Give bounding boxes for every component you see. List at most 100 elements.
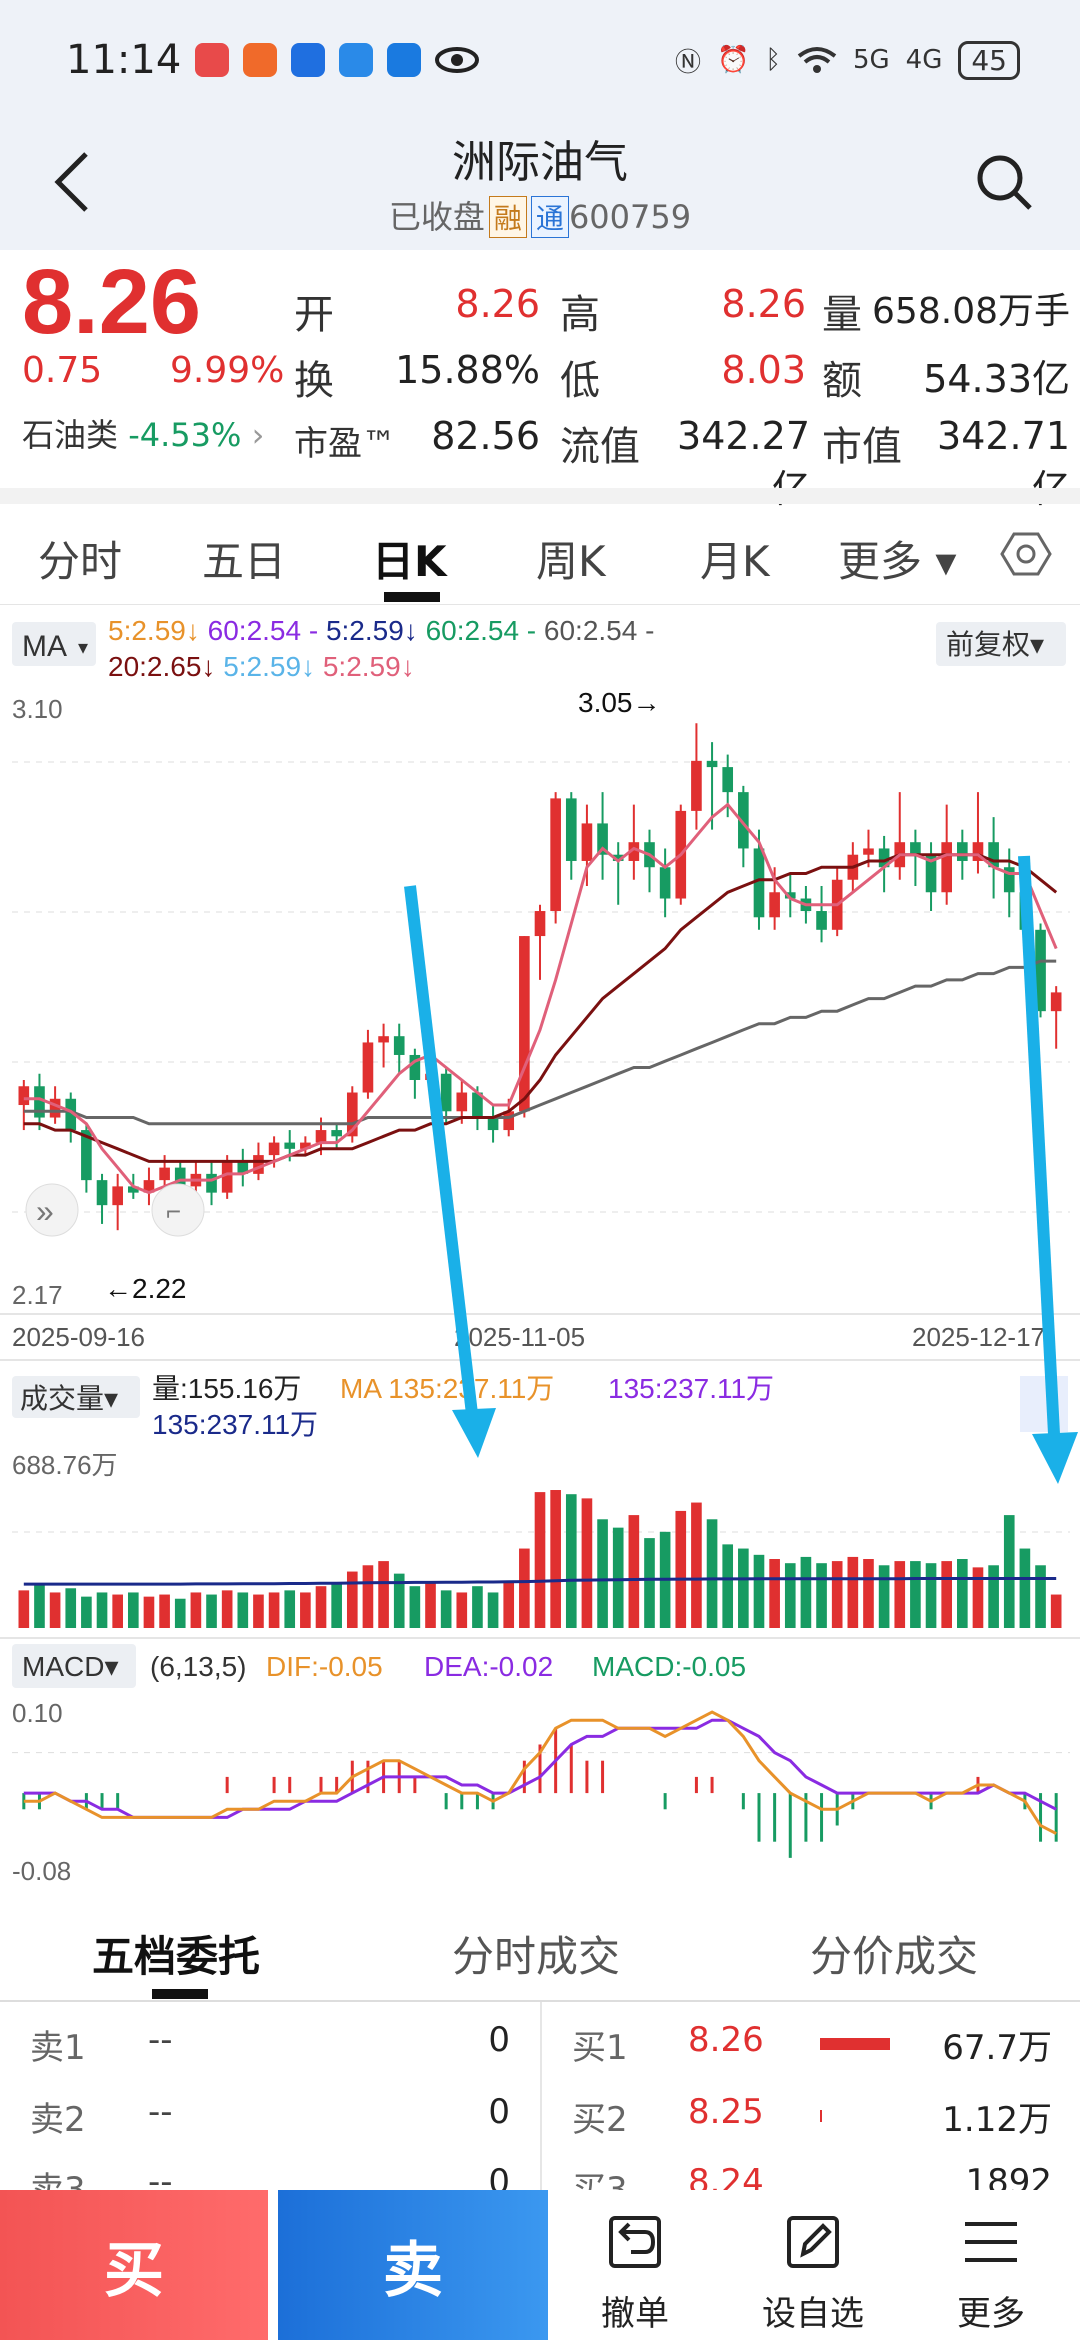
tab-weekly-k[interactable]: 周K — [536, 537, 606, 586]
candle-body — [112, 1186, 123, 1206]
pe-value: 82.56 — [431, 414, 540, 458]
open-label: 开 — [294, 292, 334, 338]
candle-body — [581, 823, 593, 861]
chevron-down-icon: ▾ — [78, 637, 88, 659]
candle-body — [34, 1086, 45, 1118]
macd-selector[interactable] — [12, 1644, 136, 1688]
tab-more[interactable]: 更多 ▾ — [838, 537, 957, 586]
macd-dea: DEA:-0.02 — [424, 1651, 553, 1682]
volume-selector[interactable] — [12, 1376, 140, 1418]
candle-body — [1050, 992, 1062, 1012]
candle-body — [863, 848, 874, 855]
candle-body — [315, 1130, 327, 1143]
tab-price-trades[interactable]: 分价成交 — [810, 1932, 979, 1981]
candle-body — [941, 842, 953, 893]
cancel-order-label: 撤单 — [601, 2294, 669, 2334]
more-button[interactable]: 更多 — [906, 2190, 1076, 2340]
ma-selector[interactable] — [12, 622, 96, 666]
tab-intraday[interactable]: 分时 — [38, 537, 123, 586]
volume-selector-label: 成交量▾ — [20, 1383, 118, 1414]
sector-link[interactable]: 石油类 -4.53% › — [22, 410, 264, 456]
tab-monthly-k[interactable]: 月K — [700, 537, 770, 586]
adjust-selector[interactable] — [936, 622, 1066, 666]
candle-body — [550, 798, 561, 912]
search-button[interactable] — [972, 150, 1036, 214]
sector-name: 石油类 — [22, 416, 119, 454]
volume-bar — [472, 1586, 483, 1628]
volume-ma3: 135:237.11万 — [152, 1409, 318, 1440]
volume-bar — [49, 1592, 61, 1628]
chart-area: MA ▾ 5:2.59↓ 60:2.54 - 5:2.59↓ 60:2.54 -… — [0, 603, 1080, 1904]
volume-bar — [456, 1592, 468, 1628]
tab-underline — [384, 592, 440, 602]
turnover-label: 换 — [294, 358, 334, 404]
search-icon — [977, 155, 1032, 210]
macd-value: MACD:-0.05 — [592, 1651, 746, 1682]
candle-body — [268, 1142, 280, 1156]
buy-price: 8.25 — [688, 2092, 764, 2132]
stock-code: 600759 — [568, 198, 692, 236]
settings-icon[interactable] — [1000, 530, 1052, 578]
candle-body — [988, 842, 999, 868]
tab-time-trades[interactable]: 分时成交 — [452, 1932, 621, 1981]
kline-chart[interactable]: MA ▾ 5:2.59↓ 60:2.54 - 5:2.59↓ 60:2.54 -… — [0, 603, 1080, 1904]
fullscreen-button[interactable] — [151, 1183, 205, 1237]
candle-body — [659, 867, 671, 899]
volume-label: 量 — [822, 292, 862, 338]
volume-bar — [237, 1592, 249, 1628]
connect-badge: 通 — [530, 196, 569, 238]
back-button[interactable] — [52, 150, 92, 225]
tab-daily-k[interactable]: 日K — [372, 537, 447, 586]
date-end: 2025-12-17 — [912, 1322, 1045, 1352]
order-tabs: 五档委托 分时成交 分价成交 — [0, 1905, 1080, 2000]
volume-bar — [112, 1594, 123, 1628]
candle-body — [597, 823, 608, 855]
date-start: 2025-09-16 — [12, 1322, 145, 1352]
volume-bar — [722, 1544, 734, 1628]
volume-bar — [831, 1561, 843, 1628]
volume-bar — [65, 1588, 77, 1628]
ma-lines — [23, 802, 1058, 1195]
volume-bar — [346, 1571, 358, 1628]
macd-ymin: -0.08 — [12, 1856, 71, 1886]
amount-value: 54.33亿 — [923, 357, 1070, 401]
candle-body — [612, 854, 624, 861]
buy-button[interactable]: 买 — [0, 2190, 268, 2340]
collapse-button[interactable] — [1020, 1376, 1068, 1432]
sell-price: -- — [148, 2020, 173, 2060]
macd-selector-label: MACD▾ — [22, 1651, 119, 1682]
clock: 11:14 — [66, 37, 182, 83]
candle-body — [159, 1167, 170, 1181]
volume-bar — [878, 1565, 890, 1628]
sell-button[interactable]: 卖 — [278, 2190, 548, 2340]
candle-body — [1003, 867, 1015, 893]
volume-bar — [925, 1563, 937, 1628]
volume-bar — [988, 1565, 999, 1628]
volume-bar — [159, 1594, 170, 1628]
volume-bar — [675, 1510, 687, 1628]
annotation-arrow — [404, 885, 496, 1458]
kline-ymax: 3.10 — [12, 694, 63, 724]
candle-body — [565, 798, 577, 861]
candle-body — [331, 1130, 342, 1137]
adjust-selector-label: 前复权▾ — [946, 629, 1044, 660]
expand-button[interactable] — [25, 1183, 79, 1237]
candle-body — [378, 1036, 389, 1043]
candle-body — [127, 1186, 139, 1193]
cancel-order-button[interactable]: 撤单 — [550, 2190, 720, 2340]
candles — [18, 723, 1062, 1231]
ma-legend-item: 60:2.54 - — [536, 615, 654, 646]
buy-volume: 67.7万 — [942, 2028, 1052, 2068]
float-cap-label: 流值 — [560, 424, 640, 470]
volume-bar — [393, 1573, 405, 1628]
tab-order-book[interactable]: 五档委托 — [92, 1932, 261, 1981]
volume-bar — [378, 1561, 389, 1628]
ma-legend: MA ▾ 5:2.59↓ 60:2.54 - 5:2.59↓ 60:2.54 -… — [12, 615, 1066, 682]
volume-bar — [863, 1559, 874, 1628]
buy-row: 买2 8.25 1.12万 — [542, 2092, 1080, 2162]
volume-bar — [81, 1596, 92, 1628]
add-watchlist-button[interactable]: 设自选 — [728, 2190, 898, 2340]
order-book: 卖1 -- 0 卖2 -- 0 卖3 -- 0 买1 8.26 67.7万 买2… — [0, 2000, 1080, 2190]
tab-five-day[interactable]: 五日 — [202, 537, 287, 586]
candle-body — [174, 1167, 186, 1187]
